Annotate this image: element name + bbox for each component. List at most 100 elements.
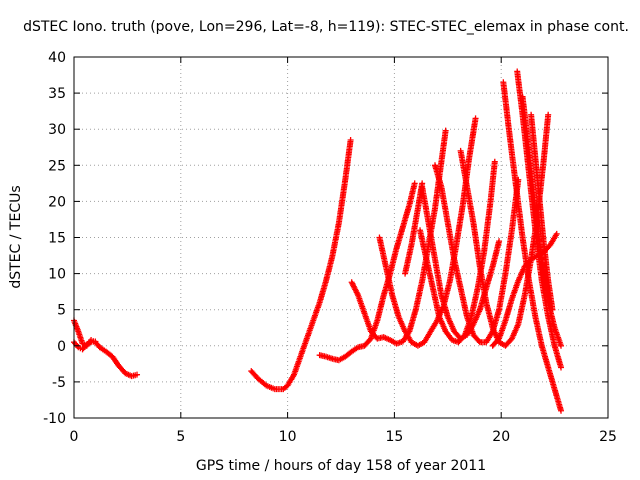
series-track xyxy=(71,338,99,353)
data-points xyxy=(71,68,565,414)
data-point-run xyxy=(471,308,483,326)
data-point-run xyxy=(285,373,297,387)
data-point-run xyxy=(503,336,514,348)
data-point-run xyxy=(438,293,451,319)
series-track xyxy=(489,230,560,349)
data-point-run xyxy=(456,333,467,344)
data-point-run xyxy=(445,315,457,333)
x-tick-label: 10 xyxy=(279,429,297,445)
data-point-run xyxy=(402,243,415,275)
data-point-run xyxy=(256,376,268,388)
data-point-run xyxy=(394,225,406,250)
data-point-run xyxy=(502,228,515,275)
y-tick-label: 0 xyxy=(57,339,66,355)
x-tick-label: 15 xyxy=(385,429,403,445)
data-point-run xyxy=(443,329,454,342)
grid-lines xyxy=(74,57,608,418)
data-point-run xyxy=(496,272,509,312)
data-point-run xyxy=(445,221,457,261)
data-point-run xyxy=(552,344,564,369)
data-point-run xyxy=(406,182,418,207)
data-point-run xyxy=(483,301,496,330)
data-point-run xyxy=(403,329,414,344)
data-point-run xyxy=(466,117,479,160)
data-point-run xyxy=(509,322,521,340)
data-point-run xyxy=(468,286,481,319)
data-point-run xyxy=(477,265,489,304)
data-point-run xyxy=(116,364,128,375)
data-point-run xyxy=(98,345,108,354)
data-point-run xyxy=(304,319,316,340)
x-tick-label: 25 xyxy=(599,429,617,445)
data-point-run xyxy=(362,336,373,348)
y-tick-label: 10 xyxy=(48,267,66,283)
data-point-run xyxy=(329,221,342,257)
y-tick-label: 30 xyxy=(48,122,66,138)
data-point-run xyxy=(536,200,547,247)
data-point-run xyxy=(249,369,260,381)
data-point-run xyxy=(487,160,498,203)
data-point-run xyxy=(318,352,328,360)
y-tick-label: -10 xyxy=(43,411,66,427)
data-point-run xyxy=(281,383,290,391)
y-tick-label: 5 xyxy=(57,303,66,319)
data-point-run xyxy=(432,257,445,297)
series-track xyxy=(316,180,418,364)
axis-ticks: 0 5 10 15 20 25 -10 -5 0 5 10 15 20 25 30 35 40 xyxy=(43,50,617,445)
data-point-run xyxy=(395,339,405,347)
series-track xyxy=(431,162,522,346)
data-point-run xyxy=(342,138,354,182)
chart-title: dSTEC Iono. truth (pove, Lon=296, Lat=-8… xyxy=(23,19,629,35)
data-point-run xyxy=(406,308,419,333)
data-point-run xyxy=(422,329,433,344)
data-point-run xyxy=(343,349,354,359)
data-point-run xyxy=(374,293,387,322)
x-tick-label: 5 xyxy=(176,429,185,445)
data-point-run xyxy=(324,354,334,362)
data-point-run xyxy=(336,178,348,225)
data-point-run xyxy=(130,372,139,379)
data-point-run xyxy=(355,293,367,315)
data-point-run xyxy=(507,135,519,189)
data-point-run xyxy=(470,221,483,268)
series-track xyxy=(248,137,354,393)
data-point-run xyxy=(539,257,551,304)
data-point-run xyxy=(496,319,508,340)
data-point-run xyxy=(417,228,430,261)
data-point-run xyxy=(541,113,551,160)
data-point-run xyxy=(331,356,341,363)
data-point-run xyxy=(369,329,380,341)
data-point-run xyxy=(93,340,102,349)
data-point-run xyxy=(457,149,470,189)
data-point-run xyxy=(552,326,564,348)
data-point-run xyxy=(529,253,539,262)
y-axis-label: dSTEC / TECUs xyxy=(8,185,24,288)
data-point-run xyxy=(123,371,134,379)
series-track xyxy=(500,79,565,414)
data-point-run xyxy=(548,232,559,247)
data-point-run xyxy=(532,207,545,261)
data-point-run xyxy=(532,156,543,203)
data-point-run xyxy=(552,387,564,413)
data-point-run xyxy=(532,315,545,348)
data-point-run xyxy=(438,129,449,164)
data-point-run xyxy=(273,386,285,393)
data-point-run xyxy=(323,254,336,283)
data-point-run xyxy=(516,265,527,283)
data-point-run xyxy=(453,203,466,247)
data-point-run xyxy=(104,349,115,359)
data-point-run xyxy=(541,243,551,283)
y-tick-label: 25 xyxy=(48,158,66,174)
data-point-run xyxy=(310,301,323,322)
data-point-run xyxy=(464,315,476,337)
data-point-run xyxy=(528,113,539,160)
data-point-run xyxy=(526,279,539,319)
data-point-run xyxy=(502,297,515,322)
data-point-run xyxy=(71,319,81,333)
series-track xyxy=(528,111,556,313)
data-point-run xyxy=(481,200,494,254)
x-tick-label: 0 xyxy=(70,429,79,445)
data-point-run xyxy=(539,344,551,369)
data-point-run xyxy=(362,312,374,333)
data-point-run xyxy=(500,80,513,138)
